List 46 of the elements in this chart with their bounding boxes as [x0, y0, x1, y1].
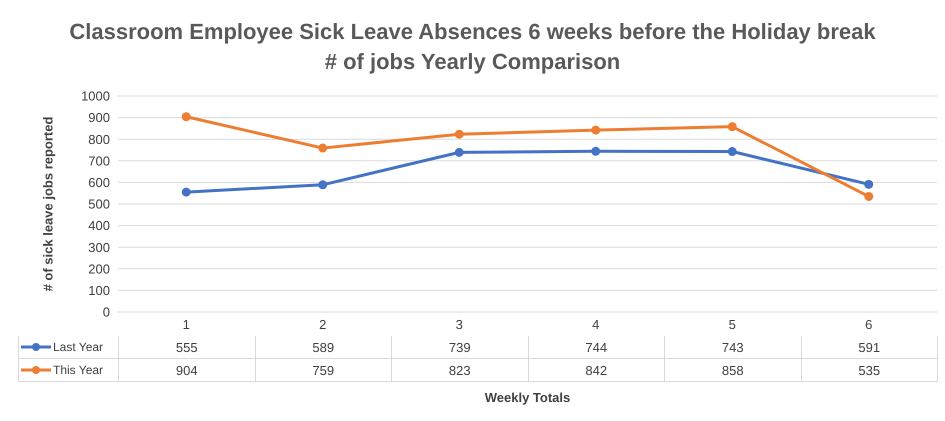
data-label: 823	[392, 359, 528, 382]
data-label: 589	[256, 336, 392, 359]
point	[454, 130, 464, 139]
y-tick-label: 0	[102, 304, 110, 320]
point	[591, 146, 600, 156]
point	[864, 192, 874, 201]
point	[728, 122, 737, 132]
data-label: 535	[802, 359, 938, 382]
point	[454, 148, 464, 157]
y-tick-label: 600	[88, 175, 110, 190]
x-tick-label: 2	[319, 317, 326, 332]
point	[864, 180, 874, 189]
x-tick-label: 6	[865, 317, 872, 332]
data-label: 759	[256, 359, 392, 382]
point	[318, 180, 328, 190]
y-tick-label: 900	[88, 110, 110, 126]
x-tick-label: 1	[182, 317, 190, 332]
data-label: 739	[392, 336, 528, 359]
point	[182, 112, 191, 122]
data-label: 591	[802, 336, 938, 359]
y-tick-label: 100	[88, 283, 110, 298]
y-tick-label: 400	[88, 218, 110, 234]
data-label: 744	[528, 336, 665, 359]
data-label: 904	[119, 359, 256, 382]
y-axis-title: # of sick leave jobs reported	[40, 116, 56, 292]
y-tick-label: 300	[88, 240, 110, 255]
point	[591, 126, 600, 135]
chart-title: Classroom Employee Sick Leave Absences 6 weeks before the Holiday break # of jobs Yearly Comparison	[68, 18, 877, 76]
data-label: 842	[528, 359, 665, 382]
data-label: 858	[665, 359, 802, 382]
point	[728, 147, 737, 156]
point	[182, 188, 191, 197]
legend-label: This Year	[53, 363, 104, 377]
y-tick-label: 1000	[81, 88, 110, 104]
data-label: 743	[665, 336, 802, 359]
point	[318, 144, 328, 153]
data-label: 555	[119, 336, 256, 359]
y-tick-label: 500	[88, 196, 110, 212]
y-tick-label: 700	[88, 153, 110, 168]
legend-label: Last Year	[53, 340, 104, 354]
x-tick-label: 4	[592, 317, 600, 332]
x-axis-title: Weekly Totals	[484, 390, 572, 405]
y-tick-label: 200	[88, 261, 110, 276]
y-tick-label: 800	[88, 132, 110, 147]
x-tick-label: 5	[728, 317, 736, 332]
x-tick-label: 3	[456, 317, 463, 332]
